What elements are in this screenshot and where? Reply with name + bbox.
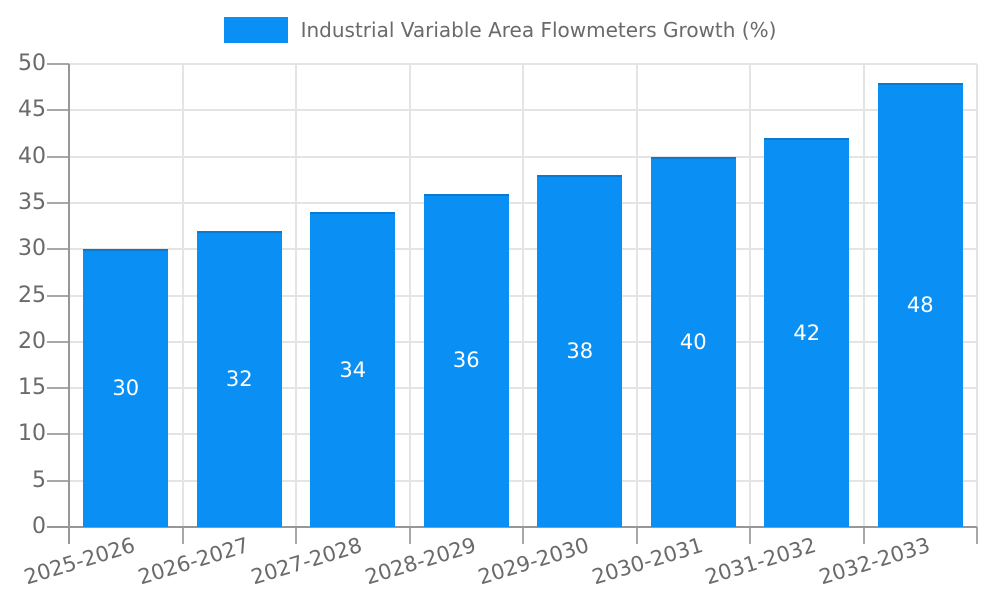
x-tick-label: 2028-2029: [362, 532, 479, 590]
x-tick-label: 2031-2032: [702, 532, 820, 590]
legend-label: Industrial Variable Area Flowmeters Grow…: [300, 18, 777, 42]
bar[interactable]: [764, 138, 850, 527]
x-gridline: [862, 64, 865, 527]
y-tick-label: 10: [18, 421, 46, 447]
y-tick-mark: [47, 387, 69, 390]
x-tick-mark: [408, 527, 411, 544]
x-gridline: [295, 64, 297, 527]
x-gridline: [408, 64, 411, 527]
y-tick-label: 30: [18, 236, 46, 262]
y-tick-mark: [47, 155, 69, 158]
x-tick-label: 2025-2026: [21, 532, 139, 590]
y-tick-mark: [47, 479, 69, 482]
x-axis-line: [47, 526, 977, 528]
bar[interactable]: [83, 249, 169, 527]
bar[interactable]: [423, 193, 509, 527]
x-tick-label: 2030-2031: [589, 532, 706, 590]
y-tick-mark: [47, 63, 69, 65]
bar-value-label: 36: [452, 348, 480, 373]
bar-value-label: 40: [679, 329, 707, 354]
y-tick-mark: [47, 109, 69, 112]
x-gridline: [522, 64, 524, 527]
x-tick-mark: [522, 527, 524, 544]
x-tick-mark: [749, 527, 751, 544]
x-gridline: [976, 64, 978, 527]
y-tick-label: 0: [32, 514, 46, 539]
y-tick-mark: [47, 433, 69, 436]
bar[interactable]: [196, 230, 282, 527]
y-tick-label: 5: [32, 467, 46, 493]
x-tick-label: 2027-2028: [248, 532, 366, 590]
x-gridline: [635, 64, 638, 527]
bar-value-label: 32: [225, 366, 253, 391]
bar-value-label: 30: [112, 376, 140, 401]
x-tick-mark: [976, 527, 978, 544]
y-tick-label: 35: [18, 189, 46, 215]
y-tick-label: 50: [18, 51, 46, 76]
y-tick-label: 45: [18, 97, 46, 123]
bar-value-label: 48: [906, 292, 934, 317]
y-tick-mark: [47, 294, 69, 297]
x-tick-label: 2032-2033: [816, 532, 933, 590]
legend[interactable]: Industrial Variable Area Flowmeters Grow…: [0, 15, 1000, 45]
bar[interactable]: [650, 156, 736, 527]
bar-value-label: 34: [339, 357, 367, 382]
y-axis-line: [68, 64, 70, 544]
y-tick-mark: [47, 201, 69, 204]
x-gridline: [749, 64, 751, 527]
x-tick-label: 2026-2027: [135, 532, 252, 590]
y-tick-mark: [47, 248, 69, 251]
y-tick-label: 40: [18, 143, 46, 169]
y-tick-label: 20: [18, 328, 46, 354]
x-tick-label: 2029-2030: [475, 532, 593, 590]
x-gridline: [181, 64, 184, 527]
y-tick-label: 25: [18, 282, 46, 308]
y-tick-mark: [47, 340, 69, 343]
bar-value-label: 38: [566, 339, 594, 364]
bar[interactable]: [877, 82, 963, 527]
bar[interactable]: [537, 175, 623, 527]
x-tick-mark: [635, 527, 638, 544]
x-tick-mark: [181, 527, 184, 544]
bar-value-label: 42: [793, 320, 821, 345]
x-tick-mark: [295, 527, 297, 544]
y-tick-label: 15: [18, 375, 46, 401]
x-tick-mark: [862, 527, 865, 544]
legend-swatch: [223, 17, 288, 43]
bar[interactable]: [310, 212, 396, 527]
